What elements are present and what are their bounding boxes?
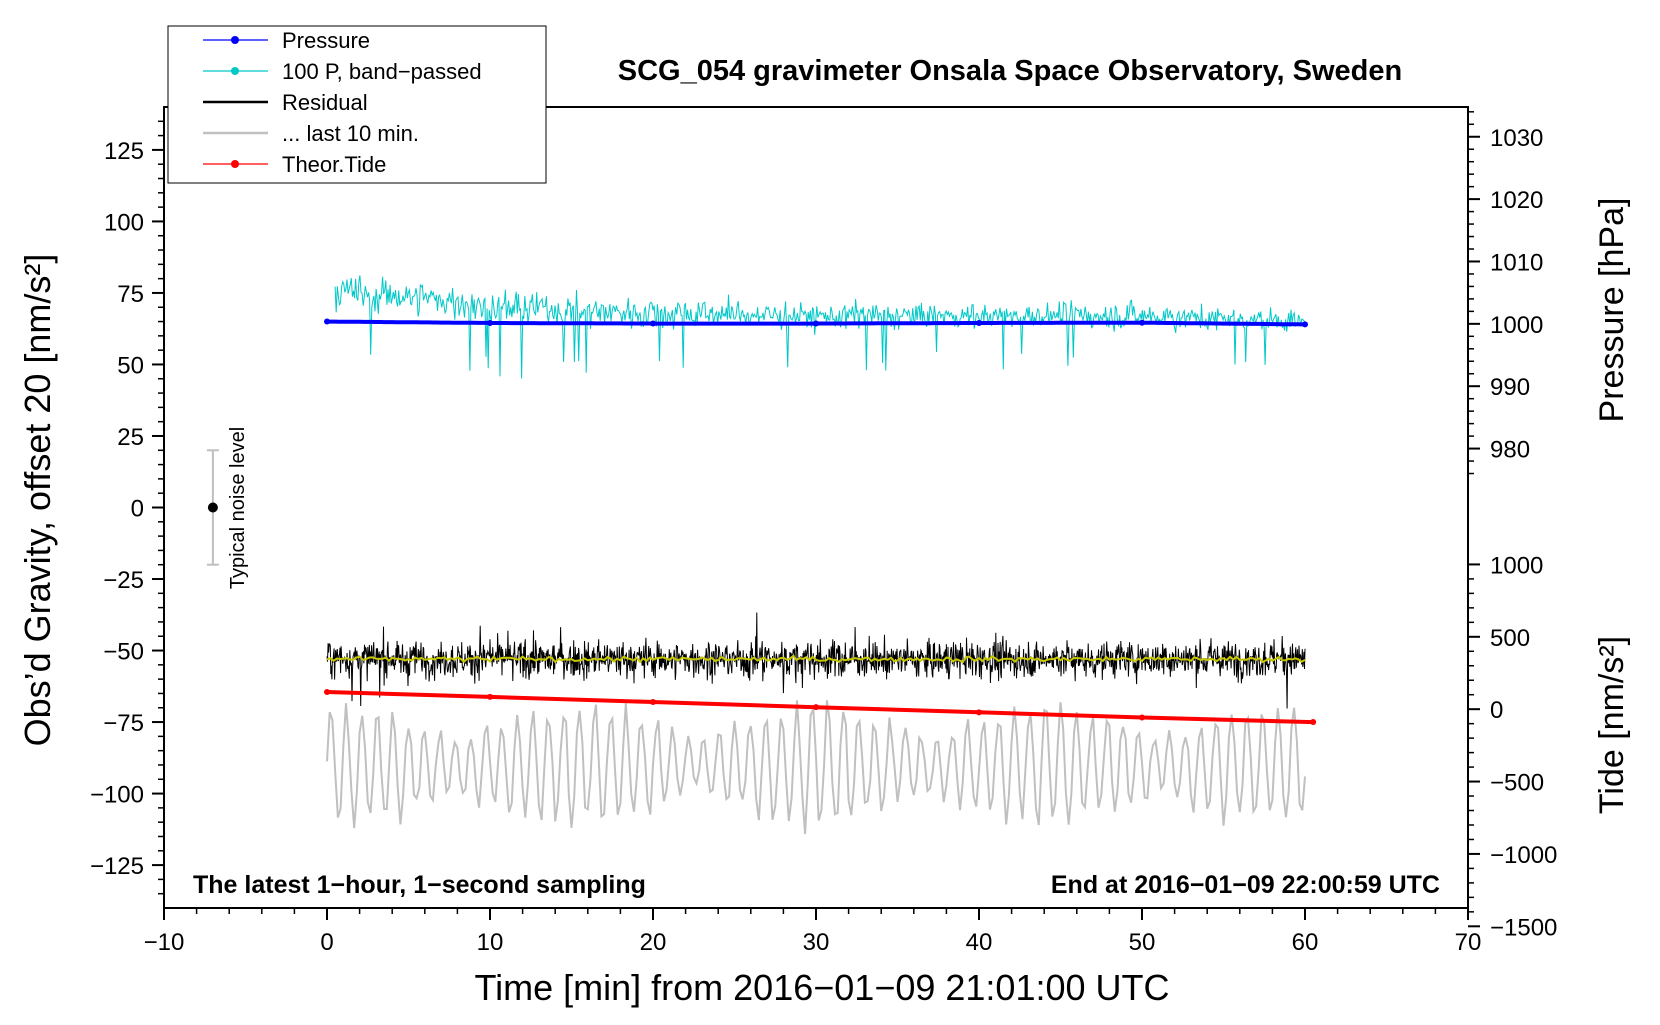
left-axis-label: Obs’d Gravity, offset 20 [nm/s²] (17, 254, 58, 747)
pressure-point (813, 320, 819, 327)
pressure-point (324, 318, 330, 325)
pressure-point (1302, 321, 1308, 328)
tide-point (976, 709, 982, 716)
y-tick-label: 75 (117, 281, 144, 308)
x-tick-label: 10 (477, 929, 504, 956)
y-tick-label: −100 (90, 782, 144, 809)
tide-tick-label: −1500 (1490, 914, 1557, 941)
x-axis-label: Time [min] from 2016−01−09 21:01:00 UTC (474, 967, 1169, 1008)
y-tick-label: −50 (103, 639, 144, 666)
axes-layer: −10 0 10 20 30 40 50 60 701251007550250−25−50−75… (90, 111, 1557, 956)
legend-marker (231, 36, 239, 44)
pressure-point (1139, 319, 1145, 326)
pressure-tick-label: 1010 (1490, 249, 1543, 276)
tide-tick-label: 0 (1490, 697, 1503, 724)
legend-label: 100 P, band−passed (282, 59, 482, 84)
annotation-sampling: The latest 1−hour, 1−second sampling (193, 871, 646, 899)
x-tick-label: 20 (640, 929, 667, 956)
legend-label: Pressure (282, 28, 370, 53)
y-tick-label: 25 (117, 424, 144, 451)
y-tick-label: −75 (103, 710, 144, 737)
pressure-point (650, 320, 656, 327)
tide-point (813, 704, 819, 711)
x-tick-label: 30 (803, 929, 830, 956)
legend-label: Theor.Tide (282, 152, 386, 177)
annotation-end-time: End at 2016−01−09 22:00:59 UTC (1051, 871, 1440, 899)
legend-label: ... last 10 min. (282, 121, 419, 146)
data-series-layer (324, 275, 1317, 835)
pressure-point (976, 319, 982, 326)
tide-axis-label: Tide [nm/s²] (1593, 636, 1631, 814)
pressure-tick-label: 990 (1490, 374, 1530, 401)
tide-tick-label: 1000 (1490, 552, 1543, 579)
pressure-axis-label: Pressure [hPa] (1593, 198, 1631, 423)
pressure-tick-label: 1030 (1490, 125, 1543, 152)
tide-point (1139, 714, 1145, 721)
x-tick-label: 50 (1129, 929, 1156, 956)
noise-label: Typical noise level (227, 427, 249, 589)
legend-label: Residual (282, 90, 368, 115)
legend: Pressure 100 P, band−passed Residual ... la… (167, 25, 547, 184)
x-tick-label: 40 (966, 929, 993, 956)
series-last-10-min-line (326, 700, 1306, 835)
y-tick-label: −125 (90, 853, 144, 880)
tide-point (487, 693, 493, 700)
pressure-point (487, 319, 493, 326)
chart-title: SCG_054 gravimeter Onsala Space Observat… (618, 55, 1402, 87)
y-tick-label: −25 (103, 567, 144, 594)
tide-point (324, 689, 330, 696)
tide-tick-label: −500 (1490, 770, 1544, 797)
y-tick-label: 0 (131, 496, 144, 523)
x-tick-label: −10 (144, 929, 185, 956)
pressure-tick-label: 1000 (1490, 312, 1543, 339)
x-tick-label: 60 (1292, 929, 1319, 956)
y-tick-label: 100 (104, 209, 144, 236)
tide-point (1310, 719, 1317, 726)
x-tick-label: 0 (320, 929, 333, 956)
series-residual-smoothed-line (326, 654, 1306, 664)
pressure-tick-label: 1020 (1490, 187, 1543, 214)
y-tick-label: 50 (117, 352, 144, 379)
series-residual-line (326, 612, 1306, 709)
tide-point (650, 699, 656, 706)
legend-marker (231, 67, 239, 75)
legend-marker (231, 160, 239, 168)
pressure-tick-label: 980 (1490, 437, 1530, 464)
tide-tick-label: −1000 (1490, 842, 1557, 869)
noise-center-dot (207, 502, 218, 513)
noise-indicator (206, 449, 219, 566)
x-tick-label: 70 (1455, 929, 1482, 956)
y-tick-label: 125 (104, 138, 144, 165)
legend-box (167, 25, 547, 184)
tide-tick-label: 500 (1490, 625, 1530, 652)
